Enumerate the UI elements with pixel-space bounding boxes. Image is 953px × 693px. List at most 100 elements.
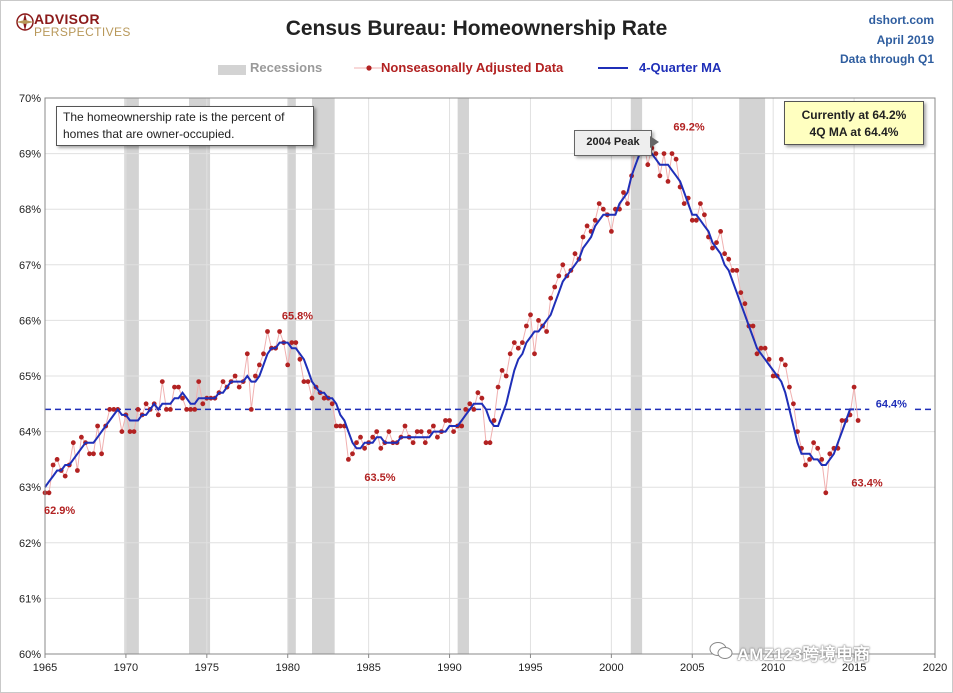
nsa-point-1 xyxy=(46,490,52,496)
y-tick-label-1: 61% xyxy=(19,593,41,605)
nsa-point-29 xyxy=(159,379,165,384)
nsa-point-171 xyxy=(734,268,740,273)
current-ma-text: 4Q MA at 64.4% xyxy=(809,125,899,139)
nsa-point-31 xyxy=(168,407,173,412)
nsa-point-7 xyxy=(70,440,76,446)
nsa-point-183 xyxy=(782,362,788,368)
nsa-point-79 xyxy=(362,445,367,451)
nsa-point-137 xyxy=(596,201,602,207)
nsa-point-110 xyxy=(487,440,493,446)
nsa-point-153 xyxy=(661,151,667,157)
data-through-label: Data through Q1 xyxy=(839,52,934,66)
current-rate-text: Currently at 64.2% xyxy=(801,108,907,122)
nsa-point-71 xyxy=(329,401,335,407)
nsa-point-77 xyxy=(354,440,359,446)
nsa-point-60 xyxy=(285,362,291,368)
nsa-point-138 xyxy=(600,206,606,212)
legend-nsa-swatch xyxy=(354,65,384,71)
nsa-point-38 xyxy=(196,379,202,384)
nsa-point-113 xyxy=(499,368,505,373)
nsa-point-151 xyxy=(653,151,659,157)
nsa-point-158 xyxy=(681,201,687,207)
plot-border xyxy=(44,97,936,655)
x-tick-label-9: 2010 xyxy=(761,662,785,674)
x-tick-label-11: 2020 xyxy=(923,662,947,674)
nsa-point-65 xyxy=(305,379,311,384)
nsa-point-190 xyxy=(811,440,816,446)
nsa-point-163 xyxy=(702,212,707,218)
x-tick-label-4: 1985 xyxy=(356,662,380,674)
nsa-point-97 xyxy=(435,434,440,440)
nsa-point-30 xyxy=(164,407,169,412)
nsa-point-126 xyxy=(552,284,558,290)
x-tick-label-5: 1990 xyxy=(437,662,461,674)
nsa-point-156 xyxy=(673,156,679,162)
nsa-point-9 xyxy=(79,434,84,440)
legend-nsa-label: Nonseasonally Adjusted Data xyxy=(381,60,564,75)
nsa-point-192 xyxy=(819,457,825,462)
advisor-perspectives-logo xyxy=(16,13,34,31)
nsa-point-200 xyxy=(851,384,857,390)
nsa-point-52 xyxy=(253,373,258,379)
nsa-point-170 xyxy=(730,268,736,273)
nsa-point-23 xyxy=(135,407,141,412)
nsa-point-92 xyxy=(414,429,420,434)
y-tick-label-10: 70% xyxy=(19,93,41,105)
nsa-point-44 xyxy=(220,379,226,384)
nsa-point-184 xyxy=(787,384,792,390)
watermark-text: AMZ123跨境电商 xyxy=(737,645,871,664)
nsa-point-32 xyxy=(172,384,177,390)
nsa-point-112 xyxy=(495,384,501,390)
nsa-point-168 xyxy=(722,251,727,257)
nsa-point-25 xyxy=(143,401,149,407)
nsa-point-91 xyxy=(410,440,416,446)
nsa-point-177 xyxy=(758,345,764,351)
nsa-point-160 xyxy=(689,217,695,223)
nsa-point-193 xyxy=(823,490,829,496)
nsa-point-36 xyxy=(188,407,194,412)
y-tick-label-4: 64% xyxy=(19,427,41,439)
definition-note: The homeownership rate is the percent of… xyxy=(56,106,314,146)
nsa-point-117 xyxy=(515,345,521,351)
nsa-point-178 xyxy=(762,345,768,351)
chart-title: Census Bureau: Homeownership Rate xyxy=(285,17,668,40)
nsa-point-64 xyxy=(301,379,307,384)
nsa-point-94 xyxy=(422,440,428,446)
nsa-point-121 xyxy=(532,351,537,357)
nsa-point-182 xyxy=(778,356,784,362)
nsa-point-191 xyxy=(815,445,821,451)
nsa-point-133 xyxy=(580,234,586,240)
x-tick-label-0: 1965 xyxy=(33,662,57,674)
nsa-point-172 xyxy=(738,290,744,295)
nsa-point-167 xyxy=(718,229,723,234)
nsa-point-17 xyxy=(111,407,117,412)
nsa-point-161 xyxy=(693,217,699,223)
nsa-point-186 xyxy=(795,429,800,434)
y-tick-label-5: 65% xyxy=(19,371,41,383)
nsa-point-166 xyxy=(714,240,719,246)
nsa-point-53 xyxy=(257,362,262,368)
nsa-point-116 xyxy=(511,340,517,345)
nsa-point-140 xyxy=(609,229,614,234)
axes: 60% 61% 62% 63% 64% 65% 66% 67% 68% 69% 70% 1965 197… xyxy=(19,93,947,674)
nsa-point-201 xyxy=(855,418,861,423)
nsa-point-73 xyxy=(337,423,343,429)
x-tick-label-6: 1995 xyxy=(518,662,542,674)
current-value-box: Currently at 64.2% 4Q MA at 64.4% xyxy=(784,101,924,145)
nsa-point-76 xyxy=(350,451,355,457)
nsa-point-108 xyxy=(479,395,485,401)
logo-line2: PERSPECTIVES xyxy=(34,25,131,39)
nsa-point-85 xyxy=(386,429,392,434)
nsa-point-14 xyxy=(99,451,104,457)
nsa-point-188 xyxy=(803,462,808,468)
nsa-point-128 xyxy=(560,262,566,268)
nsa-point-39 xyxy=(200,401,206,407)
nsa-point-3 xyxy=(54,457,60,462)
nsa-point-22 xyxy=(131,429,137,434)
nsa-point-19 xyxy=(119,429,125,434)
legend-recession-swatch xyxy=(218,65,246,75)
nsa-point-104 xyxy=(463,407,469,412)
nsa-point-12 xyxy=(91,451,96,457)
nsa-point-175 xyxy=(750,323,756,329)
nsa-point-62 xyxy=(293,340,299,345)
